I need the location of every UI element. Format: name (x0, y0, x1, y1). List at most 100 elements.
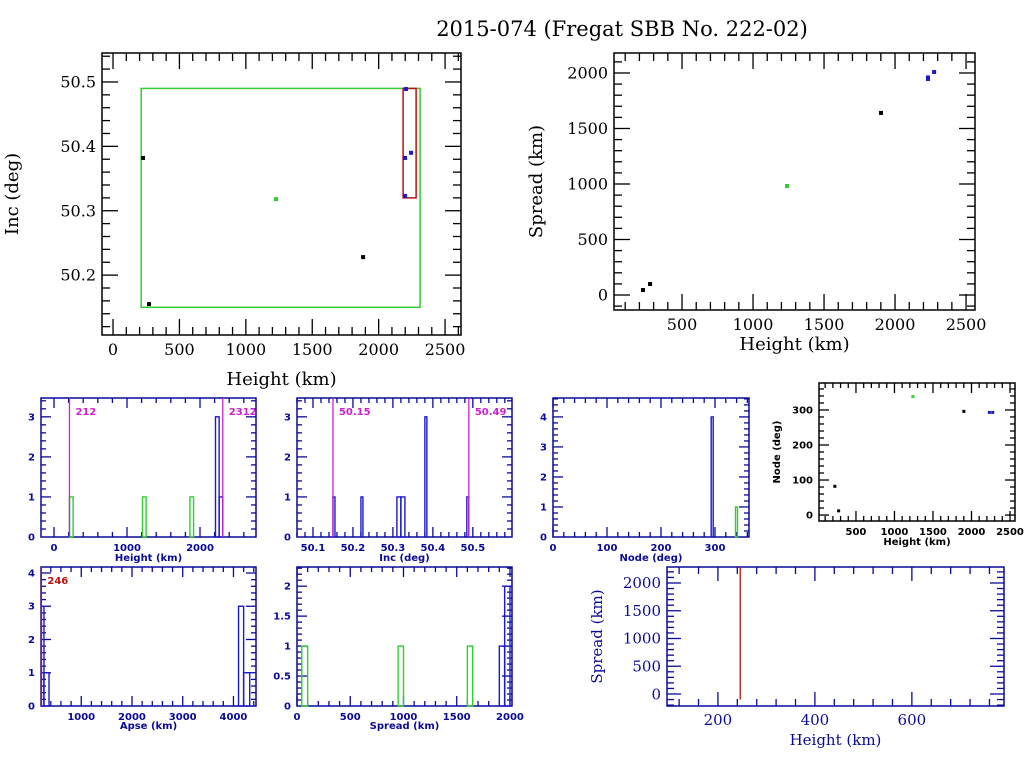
x-axis-label: Height (km) (790, 731, 882, 749)
y-axis-label: Spread (km) (526, 125, 547, 238)
data-point-blue (403, 155, 408, 160)
panel-inc-histogram: 50.1 50.2 50.3 50.4 50.5 0 1 2 3 Inc (deg) 50.15 50… (284, 397, 513, 564)
x-tick-label: 1000 (390, 712, 418, 723)
y-tick-label: 0 (651, 685, 661, 703)
x-tick-label: 1500 (804, 315, 845, 334)
histogram-bar-blue (710, 416, 714, 538)
x-tick-label: 1500 (292, 340, 333, 359)
x-tick-label: 50.1 (301, 543, 326, 554)
histogram-bar-blue (424, 416, 428, 538)
y-tick-label: 2000 (567, 64, 608, 83)
x-tick-label: 2000 (186, 543, 214, 554)
x-tick-label: 1000 (881, 527, 909, 538)
green-range-box (140, 87, 421, 309)
y-tick-label: 1 (284, 492, 291, 503)
plot-frame (40, 566, 257, 707)
plot-frame (666, 566, 1005, 707)
data-point-blue (925, 75, 930, 80)
plot-frame (552, 397, 750, 538)
y-tick-label: 500 (632, 658, 661, 676)
y-tick-label: 3 (28, 412, 35, 423)
x-axis-label: Inc (deg) (379, 553, 430, 564)
x-axis-label: Height (km) (739, 334, 849, 355)
x-tick-label: 2500 (996, 527, 1024, 538)
x-axis-label: Apse (km) (120, 721, 177, 732)
x-tick-label: 500 (164, 340, 195, 359)
x-tick-label: 2500 (425, 340, 466, 359)
x-tick-label: 50.3 (381, 543, 406, 554)
data-point-black (640, 288, 645, 293)
y-tick-label: 2 (540, 472, 547, 483)
data-point-black (147, 302, 152, 307)
plot-frame (818, 382, 1016, 522)
y-tick-label: 3 (284, 412, 291, 423)
data-point-blue (404, 87, 409, 92)
y-tick-label: 3 (28, 602, 35, 613)
x-tick-label: 600 (898, 711, 927, 729)
y-tick-label: 1 (28, 668, 35, 679)
y-tick-label: 2000 (623, 574, 661, 592)
data-point-green (911, 395, 915, 399)
y-tick-label: 1000 (567, 175, 608, 194)
y-tick-label: 1 (540, 502, 547, 513)
y-axis-label: Inc (deg) (2, 153, 23, 235)
y-tick-label: 4 (540, 412, 547, 423)
y-tick-label: 0 (598, 286, 608, 305)
histogram-bar-green (734, 506, 739, 538)
x-tick-label: 1500 (919, 527, 947, 538)
x-tick-label: 1000 (225, 340, 266, 359)
panel-node-histogram: 0 100 200 300 0 1 2 3 4 Node (deg) (540, 397, 750, 564)
panel-height-histogram: 0 1000 2000 0 1 2 3 Height (km) 212 2312 (28, 397, 257, 564)
y-tick-label: 50.4 (60, 137, 96, 156)
data-point-blue (987, 410, 991, 414)
x-tick-label: 500 (340, 712, 361, 723)
x-axis-label: Node (deg) (620, 553, 683, 564)
marker-label: 212 (75, 407, 96, 418)
x-tick-label: 2000 (118, 712, 146, 723)
y-tick-label: 50.3 (60, 201, 96, 220)
histogram-bar-blue (400, 496, 406, 538)
data-point-black (141, 155, 146, 160)
histogram-bar-green (141, 496, 147, 538)
y-tick-label: 0 (284, 702, 291, 713)
x-tick-label: 200 (704, 711, 733, 729)
marker-label: 50.49 (475, 407, 507, 418)
y-tick-label: 1 (284, 642, 291, 653)
panel-inc-vs-height: 0 500 1000 1500 2000 2500 50.2 50.3 50.4 50.5 Heig… (2, 52, 466, 390)
y-tick-label: 0 (284, 533, 291, 544)
histogram-bar-blue (214, 416, 220, 538)
data-point-black (648, 282, 653, 287)
x-tick-label: 2000 (875, 315, 916, 334)
plot-frame (101, 52, 462, 336)
y-tick-label: 1.5 (273, 612, 291, 623)
histogram-bar-green (466, 645, 474, 707)
plot-frame (613, 52, 976, 311)
x-tick-label: 1000 (67, 712, 95, 723)
histogram-bar-blue (242, 672, 251, 707)
y-tick-label: 300 (792, 405, 813, 416)
y-tick-label: 2 (284, 582, 291, 593)
data-point-green (784, 183, 789, 188)
y-tick-label: 0 (806, 511, 813, 522)
y-tick-label: 1000 (623, 630, 661, 648)
x-tick-label: 0 (294, 712, 301, 723)
x-tick-label: 0 (108, 340, 118, 359)
panel-spread-histogram: 0 500 1000 1500 2000 0 0.5 1 1.5 2 Spread (km) (273, 566, 524, 732)
data-point-blue (403, 193, 408, 198)
y-tick-label: 2 (28, 635, 35, 646)
x-tick-label: 200 (651, 543, 672, 554)
x-tick-label: 2000 (358, 340, 399, 359)
y-tick-label: 1500 (623, 602, 661, 620)
x-tick-label: 2000 (496, 712, 524, 723)
x-axis-label: Height (km) (883, 537, 950, 548)
histogram-bar-green (189, 496, 195, 538)
data-point-green (273, 197, 278, 202)
y-tick-label: 2 (284, 452, 291, 463)
y-tick-label: 0 (540, 533, 547, 544)
data-point-blue (991, 410, 995, 414)
plot-frame (296, 566, 513, 707)
y-tick-label: 200 (792, 440, 813, 451)
histogram-bar-green (397, 645, 405, 707)
data-point-black (361, 255, 366, 260)
y-tick-label: 1500 (567, 119, 608, 138)
